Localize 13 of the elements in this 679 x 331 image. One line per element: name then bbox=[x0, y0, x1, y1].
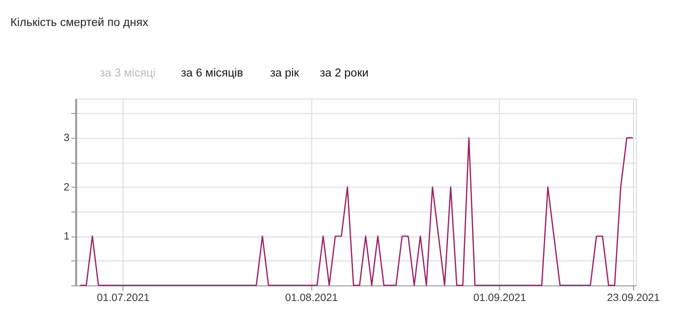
text: за 3 місяці bbox=[100, 68, 156, 80]
x-tick-label: 01.07.2021 bbox=[96, 292, 150, 304]
text: за рік bbox=[270, 68, 300, 80]
x-tick-label: 23.09.2021 bbox=[607, 292, 660, 304]
line-series bbox=[80, 137, 634, 286]
x-tick-label: 01.09.2021 bbox=[473, 292, 526, 304]
text: за 6 місяців bbox=[181, 68, 244, 80]
y-tick-label: 2 bbox=[64, 181, 70, 194]
text: за 2 роки bbox=[320, 68, 369, 80]
y-tick-label: 1 bbox=[64, 230, 70, 243]
chart-title: Кількість смертей по днях bbox=[10, 16, 148, 29]
x-tick-label: 01.08.2021 bbox=[285, 292, 338, 304]
y-tick-label: 3 bbox=[64, 132, 70, 144]
